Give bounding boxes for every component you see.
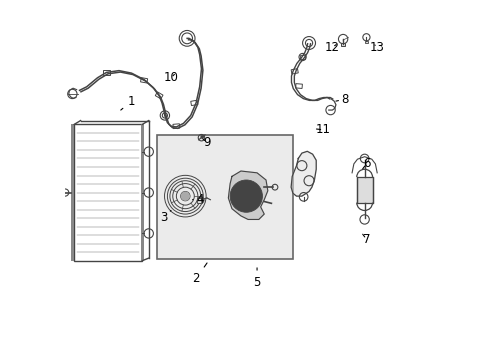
Bar: [300, 55, 305, 59]
Bar: [140, 125, 144, 261]
Text: 6: 6: [362, 157, 369, 170]
Circle shape: [230, 180, 262, 212]
Bar: [290, 69, 298, 74]
Bar: [196, 198, 202, 203]
Polygon shape: [290, 151, 316, 196]
Bar: [340, 43, 345, 45]
Text: 1: 1: [121, 95, 135, 110]
Bar: [71, 125, 74, 261]
Text: 5: 5: [253, 268, 260, 289]
Text: 10: 10: [163, 71, 178, 84]
Bar: [364, 41, 367, 43]
Bar: [295, 84, 302, 89]
Bar: [74, 125, 142, 261]
Text: 2: 2: [192, 263, 206, 285]
Text: 7: 7: [362, 233, 369, 246]
Text: 8: 8: [335, 93, 348, 106]
Bar: [356, 177, 372, 203]
Text: 9: 9: [203, 136, 210, 149]
Text: 11: 11: [315, 123, 330, 136]
Bar: [155, 92, 163, 99]
Polygon shape: [228, 171, 267, 220]
Bar: [173, 124, 180, 129]
Text: 12: 12: [324, 41, 339, 54]
Circle shape: [200, 135, 203, 139]
Text: 3: 3: [160, 211, 171, 224]
Bar: [103, 70, 109, 75]
Bar: [140, 78, 147, 83]
Circle shape: [180, 192, 190, 201]
Circle shape: [235, 185, 257, 207]
Circle shape: [241, 191, 251, 202]
Bar: [156, 135, 292, 259]
Text: 4: 4: [192, 193, 203, 206]
Bar: [190, 100, 198, 105]
Text: 13: 13: [369, 41, 384, 54]
